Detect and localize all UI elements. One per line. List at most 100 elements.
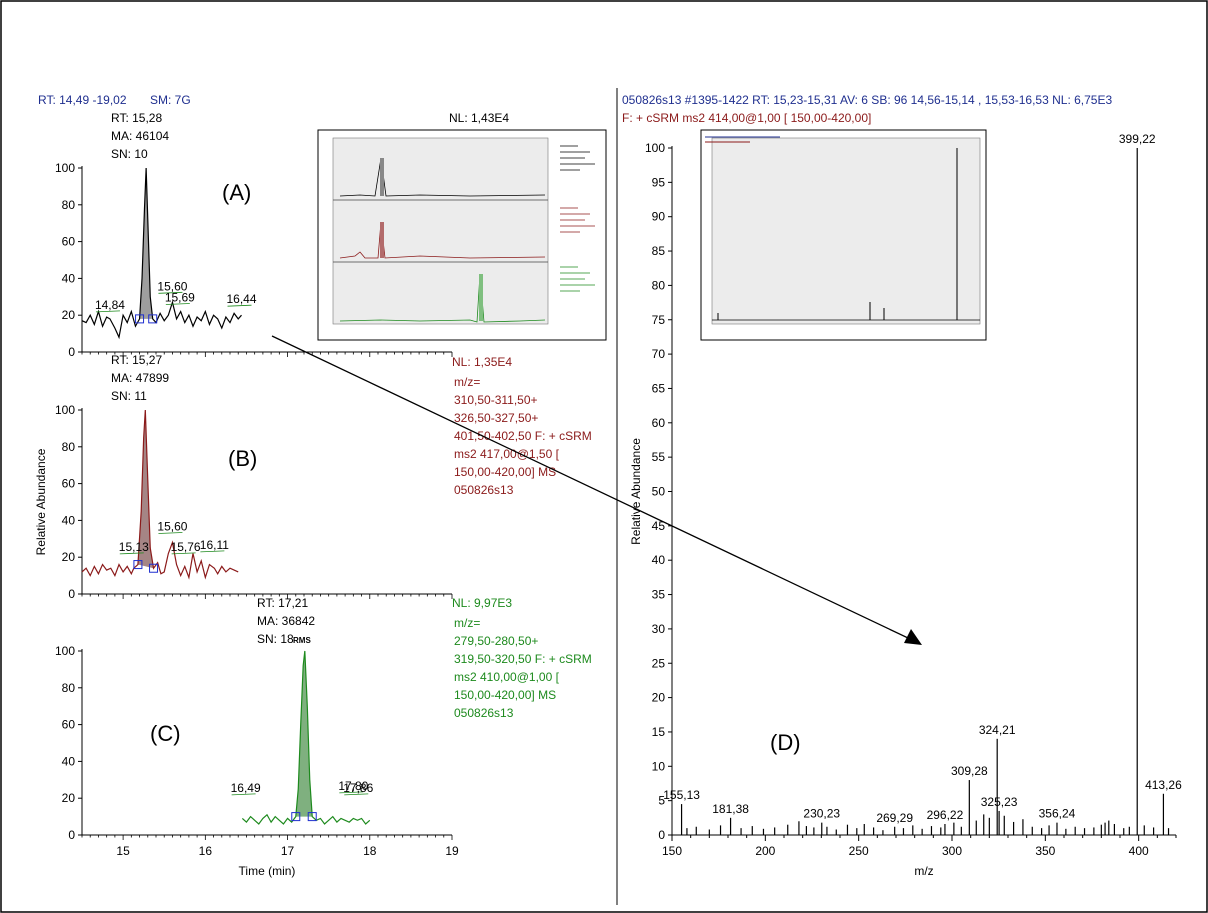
panel-d-peak-label: 309,28	[951, 764, 988, 778]
panel-c-peak-boundary-marker	[307, 812, 317, 822]
panel-d-x-tick-label: 200	[755, 844, 775, 858]
panel-d-peak-label: 325,23	[981, 795, 1018, 809]
panel-d-x-axis-label: m/z	[914, 864, 933, 878]
panel-b-filter-line: 310,50-311,50+	[454, 393, 538, 407]
panel-c-y-tick-label: 40	[62, 754, 76, 768]
panel-c-x-tick-label: 17	[281, 844, 295, 858]
panel-d-y-tick-label: 5	[658, 794, 665, 808]
panel-c-peak-label-underline	[344, 793, 369, 796]
panel-d-peak-label: 324,21	[979, 723, 1016, 737]
panel-b-nl: NL: 1,35E4	[452, 355, 512, 369]
panel-c-y-tick-label: 100	[55, 644, 75, 658]
panel-a-peak-boundary-marker	[148, 314, 158, 324]
panel-b-peak-label: 16,11	[200, 538, 229, 552]
panel-d-y-tick-label: 10	[652, 759, 666, 773]
panel-b-y-tick-label: 100	[55, 403, 75, 417]
left-header-rt: RT: 14,49 -19,02	[38, 93, 127, 107]
panel-a-y-tick-label: 80	[62, 198, 76, 212]
panel-a-y-tick-label: 20	[62, 308, 76, 322]
inset-spectrum-plot	[711, 137, 981, 325]
panel-c-ma: MA: 36842	[257, 614, 315, 628]
panel-d-y-tick-label: 100	[645, 141, 665, 155]
panel-b-peak-boundary-marker	[133, 560, 143, 570]
panel-a-y-tick-label: 40	[62, 271, 76, 285]
panel-a-peak-label-underline	[158, 291, 183, 294]
panel-d-y-tick-label: 70	[652, 347, 666, 361]
panel-b-peak-label-underline	[158, 532, 183, 534]
panel-c-y-tick-label: 0	[68, 828, 75, 842]
panel-a-peak-label-underline	[227, 304, 252, 307]
panel-b-letter: (B)	[228, 446, 257, 471]
panel-c-filter-line: 319,50-320,50 F: + cSRM	[454, 652, 592, 666]
panel-c-filter: m/z= 279,50-280,50+ 319,50-320,50 F: + c…	[454, 616, 592, 720]
panel-d-y-axis-label: Relative Abundance	[629, 438, 643, 545]
panel-c-peak-label: 17,86	[343, 781, 373, 795]
panel-c-peak-area	[295, 651, 313, 817]
panel-d-peak-label: 230,23	[803, 807, 840, 821]
panel-d-y-tick-label: 20	[652, 691, 666, 705]
panel-b-filter-line: 050826s13	[454, 483, 514, 497]
panel-c-peak-label: 16,49	[231, 781, 261, 795]
panel-c-filter-line: m/z=	[454, 616, 480, 630]
panel-c-trace	[241, 650, 371, 825]
panel-d-y-tick-label: 15	[652, 725, 666, 739]
panel-d-y-tick-label: 35	[652, 588, 666, 602]
panel-a-peak-boundary-marker	[135, 314, 145, 324]
panel-d-peak-label: 269,29	[876, 811, 913, 825]
panel-c-x-axis-label: Time (min)	[239, 864, 296, 878]
panel-b-filter: m/z= 310,50-311,50+ 326,50-327,50+ 401,5…	[454, 375, 592, 497]
panel-b-filter-line: m/z=	[454, 375, 480, 389]
panel-d-y-tick-label: 40	[652, 553, 666, 567]
inset-filter-lines-c	[560, 266, 595, 292]
left-header-sm: SM: 7G	[150, 93, 191, 107]
panel-d-peak-label: 399,22	[1119, 132, 1156, 146]
panel-b-filter-line: 401,50-402,50 F: + cSRM	[454, 429, 592, 443]
panel-d-peak-label: 296,22	[927, 808, 964, 822]
panel-c-filter-line: ms2 410,00@1,00 [	[454, 670, 560, 684]
panel-d-y-tick-label: 60	[652, 416, 666, 430]
panel-b-y-tick-label: 0	[68, 587, 75, 601]
panel-b-peak-label-underline	[171, 552, 196, 555]
panel-d-x-tick-label: 150	[662, 844, 682, 858]
arrow-line	[271, 335, 909, 639]
panel-c-rms: RMS	[293, 636, 311, 645]
panel-b-y-tick-label: 60	[62, 477, 76, 491]
panel-c-x-tick-label: 18	[363, 844, 377, 858]
panel-b-y-tick-label: 80	[62, 440, 76, 454]
panel-c-filter-line: 279,50-280,50+	[454, 634, 538, 648]
panel-b-filter-line: ms2 417,00@1,50 [	[454, 447, 560, 461]
panel-d-x-tick-label: 300	[942, 844, 962, 858]
panel-d-x-tick-label: 400	[1129, 844, 1149, 858]
panel-c-x-tick-label: 16	[199, 844, 213, 858]
panel-c-nl: NL: 9,97E3	[452, 596, 512, 610]
panel-d-y-tick-label: 90	[652, 210, 666, 224]
panel-b-rt: RT: 15,27	[111, 353, 162, 367]
panel-d-peak-label: 413,26	[1145, 778, 1182, 792]
panel-b-peak-label-underline	[200, 550, 225, 553]
panel-b-peak-label-underline	[119, 552, 144, 555]
panel-a-ma: MA: 46104	[111, 129, 169, 143]
panel-b-peak-area	[137, 410, 154, 569]
panel-d-y-tick-label: 65	[652, 381, 666, 395]
panel-c-peak-label-underline	[339, 791, 364, 794]
annotation-arrow	[271, 335, 922, 645]
panel-b-filter-line: 326,50-327,50+	[454, 411, 538, 425]
panel-c-peak-label-underline	[231, 793, 256, 796]
panel-b-peak-boundary-marker	[149, 563, 159, 573]
panel-a-y-tick-label: 0	[68, 345, 75, 359]
panel-c-y-tick-label: 60	[62, 718, 76, 732]
inset-filter-lines-b	[560, 207, 595, 233]
panel-b-trace	[81, 409, 239, 580]
inset-chromatograms	[317, 129, 607, 341]
right-header-line2: F: + cSRM ms2 414,00@1,00 [ 150,00-420,0…	[622, 111, 871, 125]
panel-a-letter: (A)	[222, 180, 251, 205]
panel-b-y-axis-label: Relative Abundance	[34, 448, 48, 555]
panel-a-y-tick-label: 60	[62, 235, 76, 249]
panel-d-y-tick-label: 95	[652, 175, 666, 189]
panel-b-sn: SN: 11	[111, 389, 147, 403]
inset-peak-fill-a	[380, 158, 384, 196]
panel-a-peak-label-underline	[165, 303, 190, 305]
panel-d-y-tick-label: 85	[652, 244, 666, 258]
